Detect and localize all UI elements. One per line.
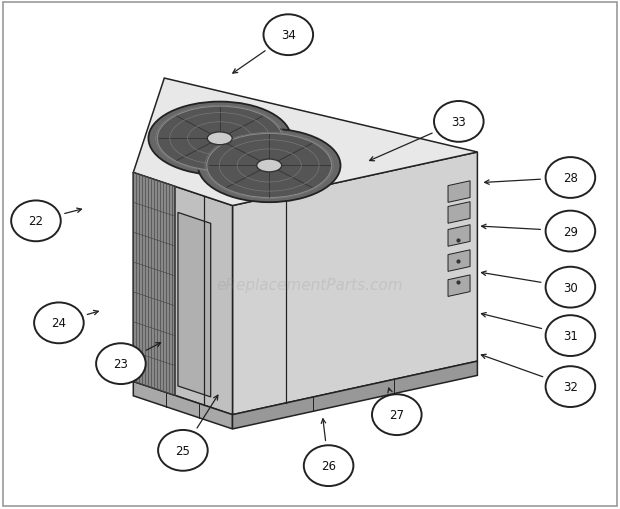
Text: 31: 31	[563, 329, 578, 343]
Text: 32: 32	[563, 380, 578, 393]
Ellipse shape	[207, 133, 232, 146]
Text: 24: 24	[51, 317, 66, 330]
Circle shape	[546, 158, 595, 199]
Polygon shape	[133, 173, 175, 395]
Text: 27: 27	[389, 408, 404, 421]
Polygon shape	[133, 382, 232, 429]
Text: 30: 30	[563, 281, 578, 294]
Polygon shape	[133, 79, 477, 206]
Circle shape	[158, 430, 208, 471]
Ellipse shape	[148, 102, 291, 176]
Text: 34: 34	[281, 29, 296, 42]
Circle shape	[434, 102, 484, 143]
Circle shape	[11, 201, 61, 242]
Text: 26: 26	[321, 459, 336, 472]
Circle shape	[304, 445, 353, 486]
Text: 33: 33	[451, 116, 466, 129]
Polygon shape	[232, 153, 477, 415]
Circle shape	[34, 303, 84, 344]
Polygon shape	[232, 361, 477, 429]
Polygon shape	[448, 181, 470, 203]
Circle shape	[546, 316, 595, 356]
Ellipse shape	[198, 129, 340, 203]
Circle shape	[372, 394, 422, 435]
Ellipse shape	[157, 107, 282, 171]
Circle shape	[264, 15, 313, 56]
Text: 23: 23	[113, 357, 128, 371]
Ellipse shape	[207, 134, 332, 198]
Text: 25: 25	[175, 444, 190, 457]
Polygon shape	[448, 202, 470, 224]
Text: eReplacementParts.com: eReplacementParts.com	[216, 277, 404, 293]
Ellipse shape	[257, 160, 281, 173]
Circle shape	[546, 366, 595, 407]
Polygon shape	[448, 275, 470, 297]
Text: 29: 29	[563, 225, 578, 238]
Circle shape	[546, 267, 595, 308]
Circle shape	[546, 211, 595, 252]
Text: 22: 22	[29, 215, 43, 228]
Polygon shape	[133, 173, 232, 415]
Circle shape	[96, 344, 146, 384]
Polygon shape	[178, 213, 211, 397]
Polygon shape	[448, 225, 470, 247]
Text: 28: 28	[563, 172, 578, 185]
Polygon shape	[448, 250, 470, 272]
